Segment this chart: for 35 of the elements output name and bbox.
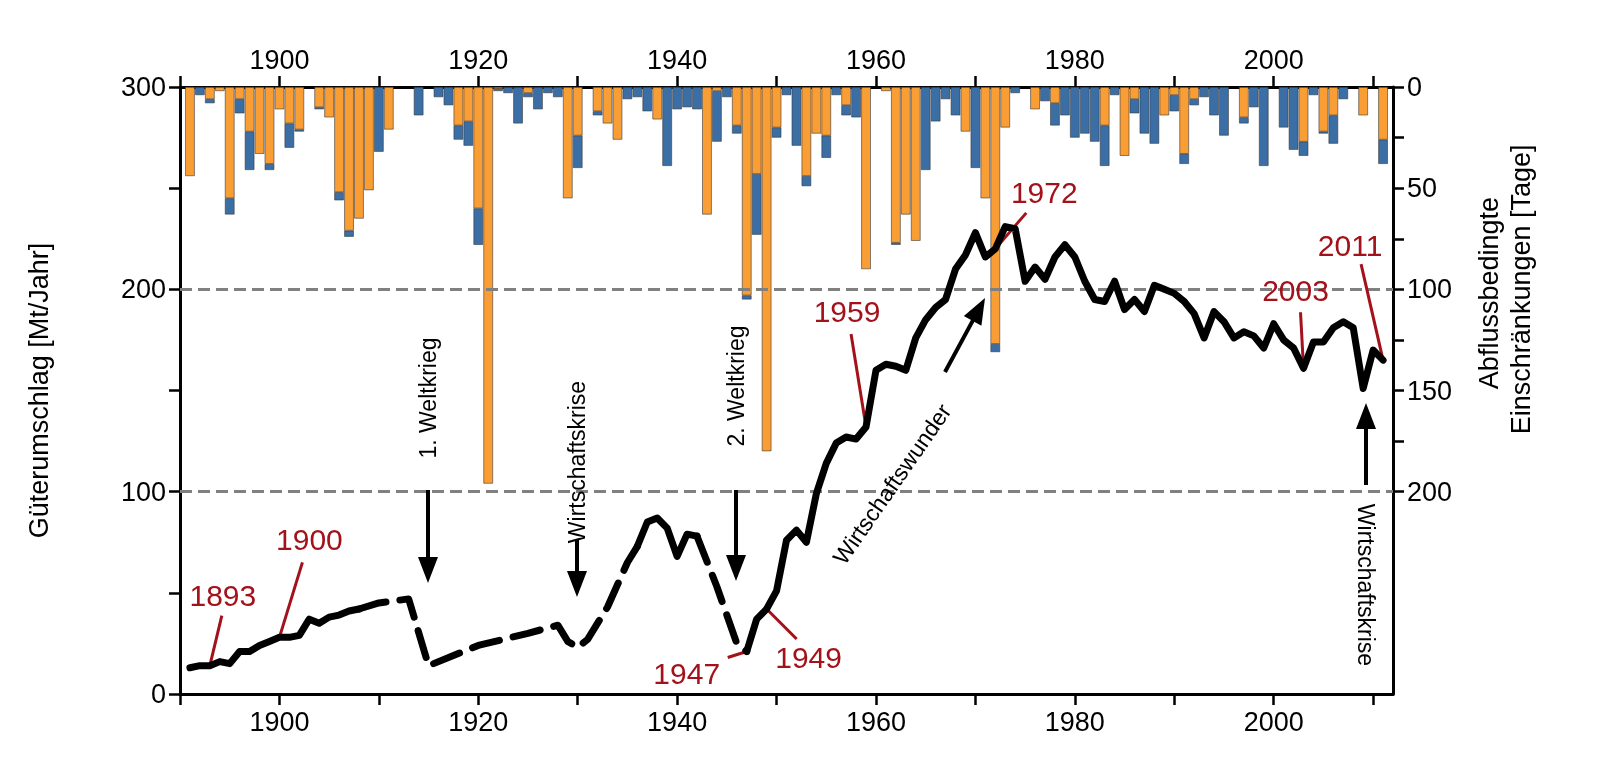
x2-tick-label: 1920 <box>448 44 509 75</box>
x-tick-label: 2000 <box>1243 706 1304 737</box>
annotation: 1. Weltkrieg <box>415 337 441 459</box>
y2-axis-title: Abflussbedingte Einschränkungen [Tage] <box>1474 144 1536 435</box>
annotation: 2. Weltkrieg <box>723 325 749 447</box>
annotation: 1959 <box>813 295 881 329</box>
x2-tick-label: 2000 <box>1243 44 1304 75</box>
y-tick-label: 300 <box>120 72 166 102</box>
annotation: 1972 <box>1010 176 1078 210</box>
x2-tick-label: 1980 <box>1044 44 1105 75</box>
annotation: Wirtschaftskrise <box>1353 503 1379 667</box>
annotation: 1947 <box>653 657 721 691</box>
y2-tick-label: 0 <box>1407 72 1423 102</box>
y2-tick-label: 50 <box>1407 173 1438 204</box>
annotation: 1949 <box>775 640 842 674</box>
y2-tick-label: 150 <box>1407 375 1453 406</box>
y-tick-label: 200 <box>120 274 166 305</box>
x2-tick-label: 1960 <box>845 44 907 75</box>
annotation: 1900 <box>276 522 343 556</box>
annotation: Wirtschaftskrise <box>564 380 590 544</box>
x-tick-label: 1900 <box>249 706 310 737</box>
annotation: 2011 <box>1317 228 1383 262</box>
x2-tick-label: 1900 <box>249 44 310 75</box>
y-tick-label: 0 <box>150 679 166 709</box>
y-axis-title: Güterumschlag [Mt/Jahr] <box>23 242 54 539</box>
annotation: 2003 <box>1262 273 1329 307</box>
y-tick-label: 100 <box>120 476 166 507</box>
x-tick-label: 1920 <box>448 706 509 737</box>
x-tick-label: 1960 <box>845 706 907 737</box>
x-tick-label: 1980 <box>1044 706 1105 737</box>
annotation: 1893 <box>189 579 257 613</box>
x2-tick-label: 1940 <box>647 44 708 75</box>
y2-tick-label: 100 <box>1407 274 1453 305</box>
y2-tick-label: 200 <box>1407 476 1453 507</box>
x-tick-label: 1940 <box>647 706 708 737</box>
